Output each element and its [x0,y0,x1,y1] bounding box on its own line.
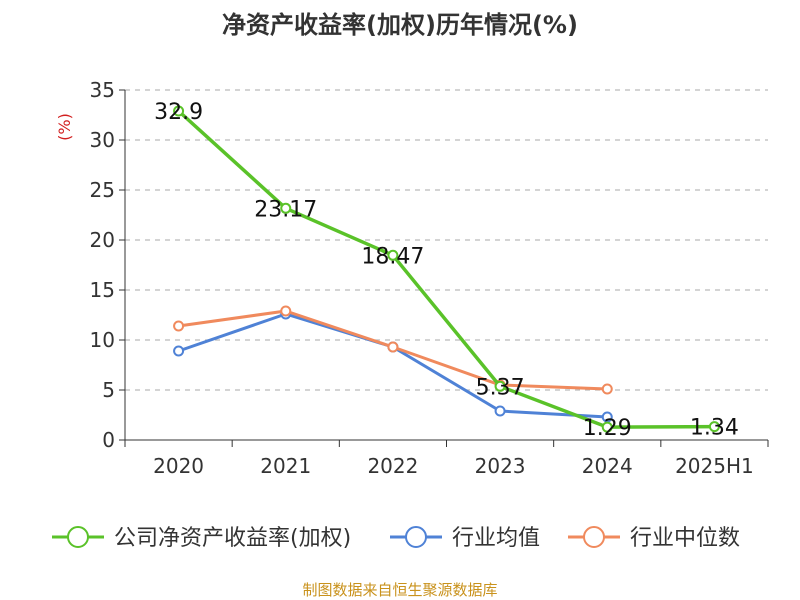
series-point-1 [173,345,185,357]
series-point-0 [387,249,399,261]
legend-label-1: 行业均值 [452,526,540,551]
series-point-2 [601,383,613,395]
y-tick-label: 0 [102,428,115,452]
series-layer [173,105,720,433]
series-point-2 [387,341,399,353]
y-tick-label: 5 [102,378,115,402]
label-layer: 32.9 23.17 18.47 5.37 1.29 1.34 [154,100,739,441]
data-label: 1.34 [690,416,739,441]
y-axis-label: (%) [55,113,74,141]
series-point-0 [494,380,506,392]
x-tick-label: 2025H1 [675,454,754,478]
axis-layer: 0 5 10 15 20 25 30 35 2020 2021 2022 2023 2024 2025H1 [90,78,769,478]
source-note: 制图数据来自恒生聚源数据库 [302,581,497,599]
x-tick-label: 2022 [367,454,418,478]
series-point-0 [173,105,185,117]
data-label: 1.29 [583,416,632,441]
legend: 公司净资产收益率(加权) 行业均值 行业中位数 [52,526,740,551]
x-tick-label: 2020 [153,454,204,478]
series-point-0 [708,421,720,433]
legend-label-2: 行业中位数 [630,526,740,551]
x-tick-label: 2023 [475,454,526,478]
series-point-2 [280,305,292,317]
grid-layer [125,89,768,391]
series-point-1 [601,411,613,423]
data-label: 23.17 [254,197,317,222]
series-point-0 [601,421,613,433]
y-tick-label: 25 [90,178,115,202]
data-label: 5.37 [476,375,525,400]
data-label: 32.9 [154,100,203,125]
legend-marker-2 [583,526,605,548]
series-point-1 [494,405,506,417]
series-point-0 [280,202,292,214]
y-tick-label: 20 [90,228,115,252]
y-tick-label: 30 [90,128,115,152]
series-line-0 [176,109,717,429]
x-tick-label: 2021 [260,454,311,478]
series-point-2 [173,320,185,332]
legend-label-0: 公司净资产收益率(加权) [114,526,351,551]
legend-marker-0 [67,526,89,548]
x-tick-label: 2024 [582,454,633,478]
legend-marker-1 [405,526,427,548]
data-label: 18.47 [361,244,424,269]
chart-title: 净资产收益率(加权)历年情况(%) [222,11,578,39]
y-tick-label: 35 [90,78,115,102]
y-tick-label: 15 [90,278,115,302]
y-tick-label: 10 [90,328,115,352]
